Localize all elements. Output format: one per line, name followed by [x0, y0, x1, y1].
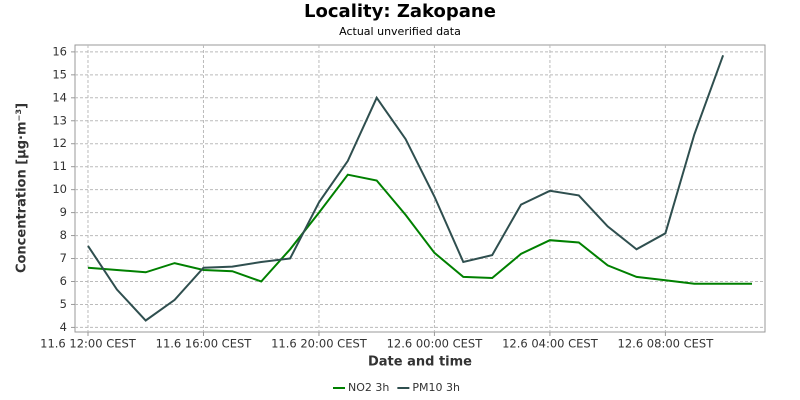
chart-title: Locality: Zakopane — [304, 1, 496, 22]
y-tick-label: 10 — [52, 182, 67, 196]
x-tick-label: 11.6 12:00 CEST — [40, 337, 137, 351]
x-axis-title: Date and time — [368, 355, 472, 370]
y-tick-label: 15 — [52, 67, 67, 81]
x-tick-label: 11.6 16:00 CEST — [156, 337, 253, 351]
y-tick-label: 9 — [60, 205, 67, 219]
plot-area — [74, 44, 766, 333]
x-tick-label: 12.6 08:00 CEST — [618, 337, 715, 351]
y-tick-label: 14 — [52, 90, 67, 104]
y-tick-label: 6 — [60, 274, 67, 288]
y-tick-label: 7 — [60, 251, 67, 265]
y-tick-label: 12 — [52, 136, 67, 150]
series-line — [87, 54, 725, 322]
y-tick-label: 5 — [60, 297, 67, 311]
x-tick-label: 11.6 20:00 CEST — [271, 337, 368, 351]
y-tick-label: 4 — [60, 320, 67, 334]
series-line — [87, 173, 752, 285]
y-axis-title: Concentration [µg·m⁻³] — [15, 103, 30, 273]
y-tick-label: 11 — [52, 159, 67, 173]
x-tick-label: 12.6 00:00 CEST — [387, 337, 484, 351]
y-tick-label: 8 — [60, 228, 67, 242]
y-tick-label: 13 — [52, 113, 67, 127]
legend-label: NO2 3h — [348, 381, 389, 394]
legend-label: PM10 3h — [412, 381, 460, 394]
chart-subtitle: Actual unverified data — [339, 25, 461, 38]
y-tick-label: 16 — [52, 44, 67, 58]
x-tick-label: 12.6 04:00 CEST — [502, 337, 599, 351]
